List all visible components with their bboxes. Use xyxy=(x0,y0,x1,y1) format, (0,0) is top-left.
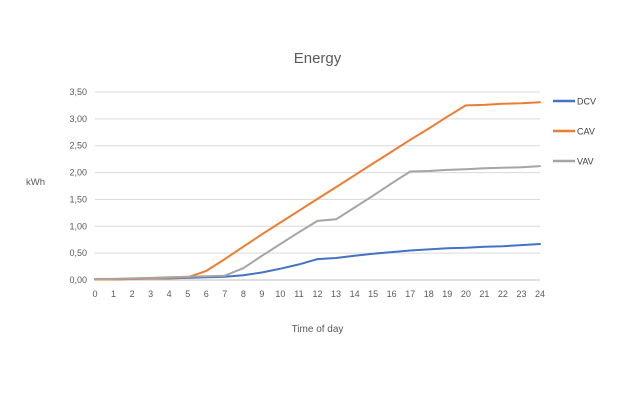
x-tick-label: 4 xyxy=(167,289,172,299)
x-tick-label: 21 xyxy=(479,289,489,299)
y-tick-label: 2,50 xyxy=(69,141,87,151)
y-tick-label: 3,00 xyxy=(69,114,87,124)
y-tick-label: 1,50 xyxy=(69,194,87,204)
x-tick-label: 23 xyxy=(516,289,526,299)
y-tick-label: 0,50 xyxy=(69,248,87,258)
y-tick-label: 3,50 xyxy=(69,87,87,97)
y-tick-label: 2,00 xyxy=(69,168,87,178)
x-tick-label: 13 xyxy=(331,289,341,299)
chart-title: Energy xyxy=(293,50,342,67)
x-tick-label: 22 xyxy=(498,289,508,299)
x-tick-label: 5 xyxy=(185,289,190,299)
x-tick-label: 6 xyxy=(204,289,209,299)
series-line-dcv xyxy=(94,243,541,281)
x-tick-label: 3 xyxy=(148,289,153,299)
x-tick-label: 19 xyxy=(442,289,452,299)
x-tick-label: 11 xyxy=(294,289,303,299)
x-tick-label: 14 xyxy=(350,289,360,299)
y-tick-label: 1,00 xyxy=(69,221,87,231)
legend-label-dcv: DCV xyxy=(577,97,596,107)
x-tick-label: 17 xyxy=(405,289,415,299)
x-tick-label: 12 xyxy=(312,289,322,299)
x-tick-label: 18 xyxy=(424,289,434,299)
x-tick-label: 7 xyxy=(222,289,227,299)
x-tick-label: 20 xyxy=(461,289,471,299)
x-axis-label: Time of day xyxy=(291,324,344,335)
series-line-vav xyxy=(94,165,541,280)
x-tick-label: 24 xyxy=(535,289,545,299)
x-tick-label: 8 xyxy=(241,289,246,299)
x-tick-label: 0 xyxy=(92,289,97,299)
x-tick-label: 1 xyxy=(111,289,116,299)
x-tick-label: 10 xyxy=(275,289,285,299)
legend-label-vav: VAV xyxy=(577,157,594,167)
legend-label-cav: CAV xyxy=(577,127,595,137)
y-tick-label: 0,00 xyxy=(69,275,87,285)
x-tick-label: 15 xyxy=(368,289,378,299)
x-tick-label: 9 xyxy=(259,289,264,299)
x-tick-label: 16 xyxy=(387,289,397,299)
x-tick-label: 2 xyxy=(130,289,135,299)
y-axis-label: kWh xyxy=(26,177,45,188)
